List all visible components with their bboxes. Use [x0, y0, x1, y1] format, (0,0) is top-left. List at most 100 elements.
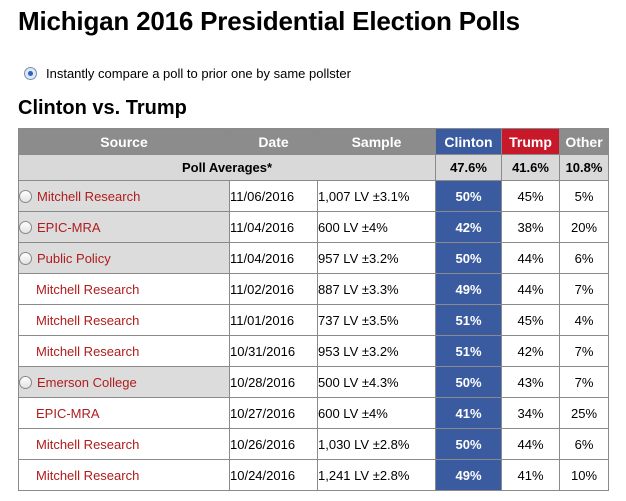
trump-cell: 44%	[501, 242, 560, 274]
trump-cell: 44%	[501, 273, 560, 305]
compare-option-label: Instantly compare a poll to prior one by…	[46, 66, 351, 81]
source-cell: Mitchell Research	[18, 273, 230, 305]
section-title: Clinton vs. Trump	[18, 97, 187, 119]
sample-cell: 600 LV ±4%	[317, 397, 436, 429]
polls-table: Source Date Sample Clinton Trump Other P…	[18, 128, 609, 491]
source-link[interactable]: EPIC-MRA	[37, 219, 101, 235]
source-cell: Emerson College	[18, 366, 230, 398]
clinton-cell: 42%	[435, 211, 502, 243]
trump-cell: 42%	[501, 335, 560, 367]
source-link[interactable]: Mitchell Research	[36, 343, 140, 359]
date-cell: 10/27/2016	[229, 397, 318, 429]
clinton-cell: 49%	[435, 459, 502, 491]
sample-cell: 887 LV ±3.3%	[317, 273, 436, 305]
col-header-other[interactable]: Other	[559, 128, 609, 155]
compare-radio-icon[interactable]	[19, 251, 32, 265]
col-header-source[interactable]: Source	[18, 128, 230, 155]
other-cell: 4%	[559, 304, 609, 336]
page-title: Michigan 2016 Presidential Election Poll…	[18, 6, 520, 36]
clinton-cell: 50%	[435, 242, 502, 274]
source-link[interactable]: Public Policy	[37, 250, 111, 266]
col-header-date[interactable]: Date	[229, 128, 318, 155]
trump-cell: 34%	[501, 397, 560, 429]
other-cell: 25%	[559, 397, 609, 429]
clinton-cell: 49%	[435, 273, 502, 305]
other-cell: 10%	[559, 459, 609, 491]
date-cell: 10/24/2016	[229, 459, 318, 491]
clinton-cell: 50%	[435, 428, 502, 460]
clinton-cell: 51%	[435, 304, 502, 336]
table-row: Mitchell Research 10/26/2016 1,030 LV ±2…	[18, 428, 609, 460]
other-cell: 7%	[559, 273, 609, 305]
source-link[interactable]: Mitchell Research	[36, 281, 140, 297]
table-row: EPIC-MRA 10/27/2016 600 LV ±4% 41% 34% 2…	[18, 397, 609, 429]
compare-radio-icon[interactable]	[24, 67, 37, 80]
clinton-cell: 41%	[435, 397, 502, 429]
table-row: Mitchell Research 10/31/2016 953 LV ±3.2…	[18, 335, 609, 367]
date-cell: 11/06/2016	[229, 180, 318, 212]
source-cell: EPIC-MRA	[18, 397, 230, 429]
date-cell: 10/28/2016	[229, 366, 318, 398]
clinton-cell: 51%	[435, 335, 502, 367]
sample-cell: 1,007 LV ±3.1%	[317, 180, 436, 212]
source-cell: Mitchell Research	[18, 335, 230, 367]
other-cell: 7%	[559, 366, 609, 398]
date-cell: 11/01/2016	[229, 304, 318, 336]
date-cell: 11/04/2016	[229, 211, 318, 243]
table-header-row: Source Date Sample Clinton Trump Other	[18, 128, 609, 155]
poll-averages-row: Poll Averages* 47.6% 41.6% 10.8%	[18, 154, 609, 181]
source-link[interactable]: Mitchell Research	[36, 312, 140, 328]
avg-trump: 41.6%	[501, 154, 560, 181]
other-cell: 6%	[559, 428, 609, 460]
table-row: EPIC-MRA 11/04/2016 600 LV ±4% 42% 38% 2…	[18, 211, 609, 243]
sample-cell: 737 LV ±3.5%	[317, 304, 436, 336]
trump-cell: 45%	[501, 304, 560, 336]
trump-cell: 41%	[501, 459, 560, 491]
source-link[interactable]: EPIC-MRA	[36, 405, 100, 421]
source-cell: EPIC-MRA	[18, 211, 230, 243]
source-cell: Mitchell Research	[18, 180, 230, 212]
sample-cell: 600 LV ±4%	[317, 211, 436, 243]
table-row: Emerson College 10/28/2016 500 LV ±4.3% …	[18, 366, 609, 398]
col-header-sample[interactable]: Sample	[317, 128, 436, 155]
trump-cell: 44%	[501, 428, 560, 460]
source-link[interactable]: Mitchell Research	[36, 467, 140, 483]
compare-radio-icon[interactable]	[19, 189, 32, 203]
date-cell: 10/31/2016	[229, 335, 318, 367]
avg-clinton: 47.6%	[435, 154, 502, 181]
table-row: Mitchell Research 10/24/2016 1,241 LV ±2…	[18, 459, 609, 491]
table-row: Mitchell Research 11/01/2016 737 LV ±3.5…	[18, 304, 609, 336]
trump-cell: 38%	[501, 211, 560, 243]
table-row: Mitchell Research 11/06/2016 1,007 LV ±3…	[18, 180, 609, 212]
source-link[interactable]: Emerson College	[37, 374, 137, 390]
date-cell: 10/26/2016	[229, 428, 318, 460]
source-link[interactable]: Mitchell Research	[36, 436, 140, 452]
compare-radio-icon[interactable]	[19, 375, 32, 389]
source-cell: Mitchell Research	[18, 428, 230, 460]
source-cell: Mitchell Research	[18, 304, 230, 336]
table-row: Public Policy 11/04/2016 957 LV ±3.2% 50…	[18, 242, 609, 274]
col-header-clinton[interactable]: Clinton	[435, 128, 502, 155]
source-link[interactable]: Mitchell Research	[37, 188, 141, 204]
sample-cell: 500 LV ±4.3%	[317, 366, 436, 398]
sample-cell: 957 LV ±3.2%	[317, 242, 436, 274]
trump-cell: 45%	[501, 180, 560, 212]
sample-cell: 1,241 LV ±2.8%	[317, 459, 436, 491]
compare-option[interactable]: Instantly compare a poll to prior one by…	[24, 66, 351, 81]
clinton-cell: 50%	[435, 366, 502, 398]
sample-cell: 1,030 LV ±2.8%	[317, 428, 436, 460]
col-header-trump[interactable]: Trump	[501, 128, 560, 155]
poll-averages-label: Poll Averages*	[18, 154, 436, 181]
other-cell: 20%	[559, 211, 609, 243]
compare-radio-icon[interactable]	[19, 220, 32, 234]
avg-other: 10.8%	[559, 154, 609, 181]
table-row: Mitchell Research 11/02/2016 887 LV ±3.3…	[18, 273, 609, 305]
sample-cell: 953 LV ±3.2%	[317, 335, 436, 367]
clinton-cell: 50%	[435, 180, 502, 212]
other-cell: 5%	[559, 180, 609, 212]
date-cell: 11/04/2016	[229, 242, 318, 274]
other-cell: 6%	[559, 242, 609, 274]
other-cell: 7%	[559, 335, 609, 367]
source-cell: Public Policy	[18, 242, 230, 274]
date-cell: 11/02/2016	[229, 273, 318, 305]
